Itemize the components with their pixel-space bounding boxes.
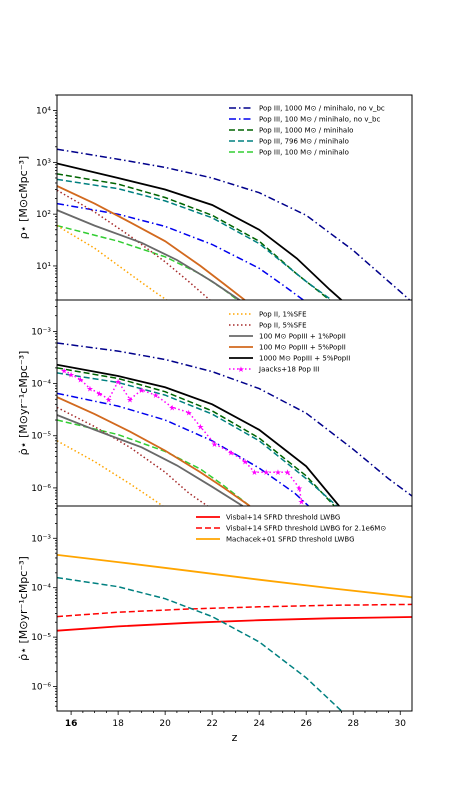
legend-label: Pop III, 1000 M⊙ / minihalo bbox=[259, 127, 353, 135]
series-marker-20: ★ bbox=[296, 484, 303, 493]
legend-label: Pop II, 1%SFE bbox=[259, 311, 307, 319]
legend-label: Pop III, 1000 M⊙ / minihalo, no v_bc bbox=[259, 105, 385, 113]
y-tick-label: 10⁻⁶ bbox=[31, 484, 51, 494]
series-line-7 bbox=[57, 414, 244, 506]
y-axis-label: ρ̇⋆ [M⊙yr⁻¹cMpc⁻³] bbox=[17, 351, 30, 456]
series-line-3 bbox=[57, 372, 338, 506]
series-marker-15: ★ bbox=[242, 458, 249, 467]
series-line-5 bbox=[57, 440, 164, 506]
panel-bottom: 10⁻⁶ 10⁻⁵ 10⁻⁴ 10⁻³ ρ̇⋆ [M⊙yr⁻¹cMpc⁻³] 16 18 20… bbox=[17, 505, 413, 744]
series-line-9 bbox=[57, 162, 343, 300]
series-marker-19: ★ bbox=[284, 468, 291, 477]
y-axis-label: ρ⋆ [M⊙cMpc⁻³] bbox=[17, 156, 30, 239]
series-marker-10: ★ bbox=[169, 403, 176, 412]
legend-label: 100 M⊙ PopIII + 5%PopII bbox=[259, 344, 346, 352]
series-line-5 bbox=[57, 224, 169, 300]
legend-label: Pop III, 796 M⊙ / minihalo bbox=[259, 138, 349, 146]
series-line-7 bbox=[57, 209, 242, 300]
series-marker-2: ★ bbox=[77, 375, 84, 384]
series-marker-0: ★ bbox=[61, 366, 68, 375]
panel-middle: ★ ★★★★★★★★★★★★★★★★ ★ ★ ★★★10⁻⁶10⁻⁵10⁻⁴10⁻³ρ̇… bbox=[17, 299, 413, 507]
y-tick-label: 10⁻³ bbox=[31, 327, 51, 337]
legend-label: Pop III, 100 M⊙ / minihalo, no v_bc bbox=[259, 116, 380, 124]
series-group: ★ ★★★★★★★★★★★★★★★★ ★ ★ ★★★ bbox=[57, 342, 412, 507]
y-tick-label: 10³ bbox=[36, 158, 51, 168]
legend-label: Machacek+01 SFRD threshold LWBG bbox=[226, 536, 355, 544]
legend-label: Visbal+14 SFRD threshold LWBG for 2.1e6M… bbox=[226, 525, 386, 533]
series-marker-8: ★ bbox=[138, 386, 145, 395]
series-line-0 bbox=[57, 148, 411, 300]
legend-marker: ★ bbox=[237, 365, 244, 374]
series-marker-7: ★ bbox=[126, 395, 133, 404]
series-line-2 bbox=[57, 554, 412, 599]
legend: Visbal+14 SFRD threshold LWBG Visbal+14 S… bbox=[196, 514, 386, 544]
series-marker-12: ★ bbox=[197, 423, 204, 432]
legend-label: Visbal+14 SFRD threshold LWBG bbox=[226, 514, 340, 522]
panel-top: 10¹ 10² 10³ 10⁴ ρ⋆ [M⊙cMpc⁻³] Pop III, 1000 M… bbox=[17, 94, 413, 301]
series-line-0 bbox=[57, 616, 412, 632]
series-line-6 bbox=[57, 189, 211, 300]
legend-label: 100 M⊙ PopIII + 1%PopII bbox=[259, 333, 346, 341]
series-marker-5: ★ bbox=[105, 395, 112, 404]
series-marker-14: ★ bbox=[227, 448, 234, 457]
series-group bbox=[57, 554, 412, 711]
x-tick-label: 28 bbox=[347, 719, 359, 729]
plot-frame bbox=[56, 505, 413, 712]
x-tick-label: 18 bbox=[112, 719, 124, 729]
legend: Pop III, 1000 M⊙ / minihalo, no v_bc Pop … bbox=[229, 105, 385, 157]
series-line-1 bbox=[57, 392, 310, 506]
series-marker-18: ★ bbox=[274, 468, 281, 477]
legend-label: Pop II, 5%SFE bbox=[259, 322, 307, 330]
x-tick-label: 20 bbox=[159, 719, 171, 729]
series-marker-6: ★ bbox=[115, 377, 122, 386]
series-marker-3: ★ bbox=[86, 385, 93, 394]
y-tick-label: 10⁻⁴ bbox=[31, 584, 51, 594]
series-line-8 bbox=[57, 185, 247, 300]
series-line-1 bbox=[57, 603, 412, 618]
y-axis-label: ρ̇⋆ [M⊙yr⁻¹cMpc⁻³] bbox=[17, 556, 30, 661]
x-tick-label: 24 bbox=[253, 719, 265, 729]
x-tick-label: 30 bbox=[395, 719, 407, 729]
legend-label: Jaacks+18 Pop III bbox=[258, 366, 319, 374]
legend: Pop II, 1%SFE Pop II, 5%SFE 100 M⊙ PopIII … bbox=[229, 311, 350, 374]
series-line-8 bbox=[57, 396, 251, 506]
legend-label: Pop III, 100 M⊙ / minihalo bbox=[259, 149, 349, 157]
series-line-3 bbox=[57, 178, 333, 300]
series-marker-21: ★ bbox=[298, 498, 305, 507]
x-axis-label: z bbox=[232, 731, 238, 744]
y-tick-label: 10⁻⁵ bbox=[31, 432, 51, 442]
series-line-1 bbox=[57, 202, 305, 300]
series-line-6 bbox=[57, 406, 208, 506]
y-tick-label: 10⁻⁶ bbox=[31, 683, 51, 693]
y-tick-label: 10¹ bbox=[36, 262, 51, 272]
series-marker-4: ★ bbox=[96, 389, 103, 398]
series-marker-16: ★ bbox=[251, 468, 258, 477]
y-tick-label: 10⁴ bbox=[36, 107, 51, 117]
y-tick-label: 10⁻³ bbox=[31, 534, 51, 544]
y-tick-label: 10⁻⁴ bbox=[31, 380, 51, 390]
series-marker-17: ★ bbox=[263, 468, 270, 477]
series-marker-1: ★ bbox=[68, 370, 75, 379]
y-tick-label: 10² bbox=[36, 210, 51, 220]
series-marker-9: ★ bbox=[152, 391, 159, 400]
x-tick-label: 16 bbox=[65, 719, 78, 729]
x-tick-label: 26 bbox=[300, 719, 312, 729]
y-tick-label: 10⁻⁵ bbox=[31, 633, 51, 643]
series-marker-11: ★ bbox=[185, 408, 192, 417]
series-line-9 bbox=[57, 363, 340, 506]
series-line-0 bbox=[57, 342, 412, 497]
series-line-10 bbox=[63, 369, 303, 502]
series-marker-13: ★ bbox=[211, 440, 218, 449]
series-line-3 bbox=[57, 576, 343, 711]
series-group bbox=[57, 148, 411, 300]
x-tick-label: 22 bbox=[206, 719, 217, 729]
legend-label: 1000 M⊙ PopIII + 5%PopII bbox=[259, 355, 350, 363]
